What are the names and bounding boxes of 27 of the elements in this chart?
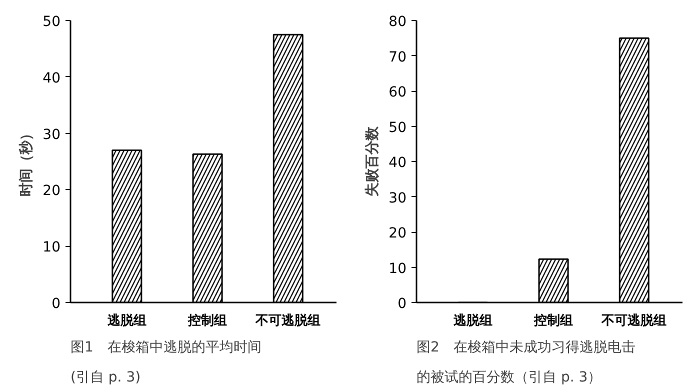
x-tick-label: 逃脱组 [452,314,492,328]
x-tick-label: 逃脱组 [106,314,146,328]
x-tick-label: 控制组 [533,314,574,328]
text: (引自 p. 3) [70,370,141,386]
text: 的被试的百分数（引自 p. 3） [416,370,602,386]
y-axis-title: 时间（秒） [18,126,35,196]
y-tick-label: 20 [388,226,407,242]
caption: 图2 在梭箱中未成功习得逃脱电击 [416,340,636,356]
y-tick-label: 70 [388,49,407,66]
y-tick-label: 40 [388,155,407,171]
y-tick-label: 40 [42,70,61,86]
y-tick-label: 30 [42,126,61,143]
y-tick-label: 80 [388,14,407,30]
x-tick-label: 控制组 [187,314,228,328]
y-tick-label: 0 [398,296,407,312]
x-tick-label: 不可逃脱组 [600,314,667,328]
y-tick-label: 0 [52,296,61,312]
y-tick-label: 50 [42,14,61,30]
caption: 图1 在梭箱中逃脱的平均时间 [70,340,262,356]
x-tick-label: 不可逃脱组 [254,314,321,328]
y-tick-label: 10 [42,240,61,256]
y-axis-title: 失败百分数 [364,126,381,196]
y-tick-label: 20 [42,183,61,200]
y-tick-label: 30 [388,190,407,206]
y-tick-label: 60 [388,84,407,100]
y-tick-label: 50 [388,120,407,136]
y-tick-label: 10 [388,260,407,277]
